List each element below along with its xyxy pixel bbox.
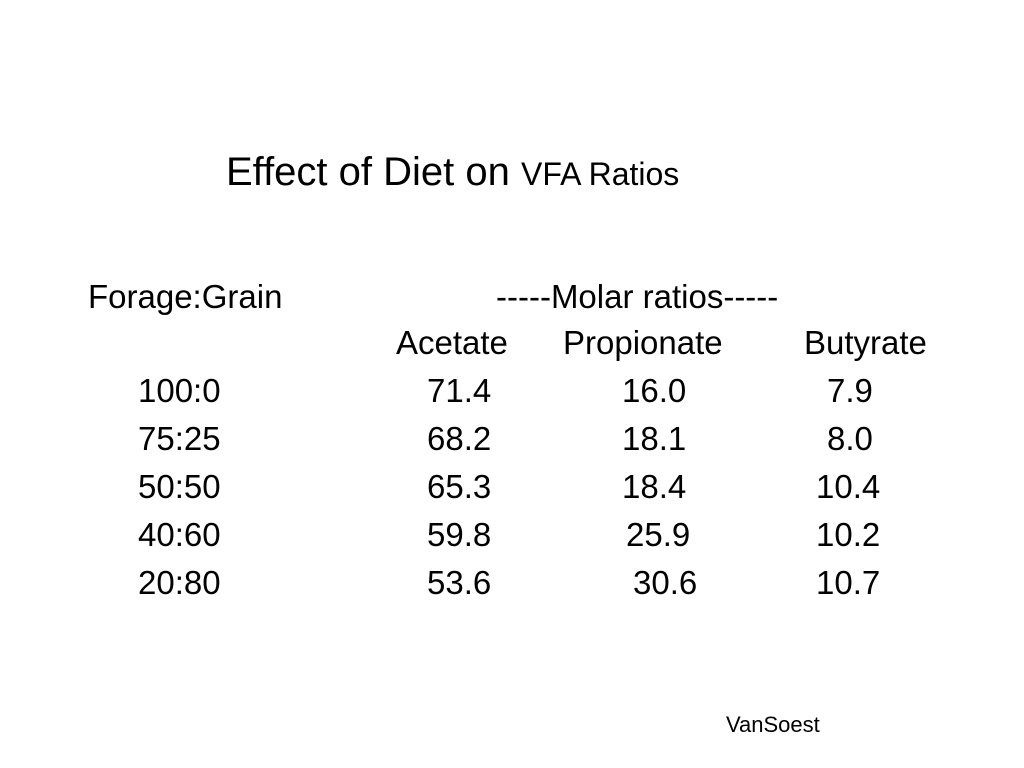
cell-ratio: 40:60 — [138, 516, 221, 553]
header-acetate: Acetate — [396, 324, 508, 361]
title-emphasis: VFA Ratios — [520, 156, 680, 192]
header-propionate: Propionate — [563, 324, 723, 361]
header-forage-grain: Forage:Grain — [88, 278, 283, 315]
cell-ratio: 50:50 — [138, 468, 221, 505]
cell-propionate: 25.9 — [626, 516, 691, 553]
slide-title: Effect of Diet on VFA Ratios — [226, 152, 679, 192]
title-main: Effect of Diet on — [226, 150, 521, 194]
cell-acetate: 68.2 — [427, 420, 492, 457]
cell-butyrate: 10.2 — [816, 516, 881, 553]
cell-propionate: 18.1 — [622, 420, 687, 457]
header-butyrate: Butyrate — [804, 324, 927, 361]
cell-butyrate: 7.9 — [827, 372, 873, 409]
cell-propionate: 16.0 — [622, 372, 687, 409]
source-credit: VanSoest — [726, 712, 820, 737]
cell-ratio: 20:80 — [138, 564, 221, 601]
cell-butyrate: 8.0 — [827, 420, 873, 457]
cell-acetate: 59.8 — [427, 516, 492, 553]
cell-acetate: 65.3 — [427, 468, 492, 505]
cell-propionate: 18.4 — [622, 468, 687, 505]
cell-acetate: 71.4 — [427, 372, 492, 409]
cell-acetate: 53.6 — [427, 564, 492, 601]
cell-ratio: 75:25 — [138, 420, 221, 457]
cell-butyrate: 10.7 — [816, 564, 881, 601]
header-molar-ratios: -----Molar ratios----- — [496, 278, 779, 315]
cell-propionate: 30.6 — [633, 564, 698, 601]
cell-butyrate: 10.4 — [816, 468, 881, 505]
cell-ratio: 100:0 — [138, 372, 221, 409]
